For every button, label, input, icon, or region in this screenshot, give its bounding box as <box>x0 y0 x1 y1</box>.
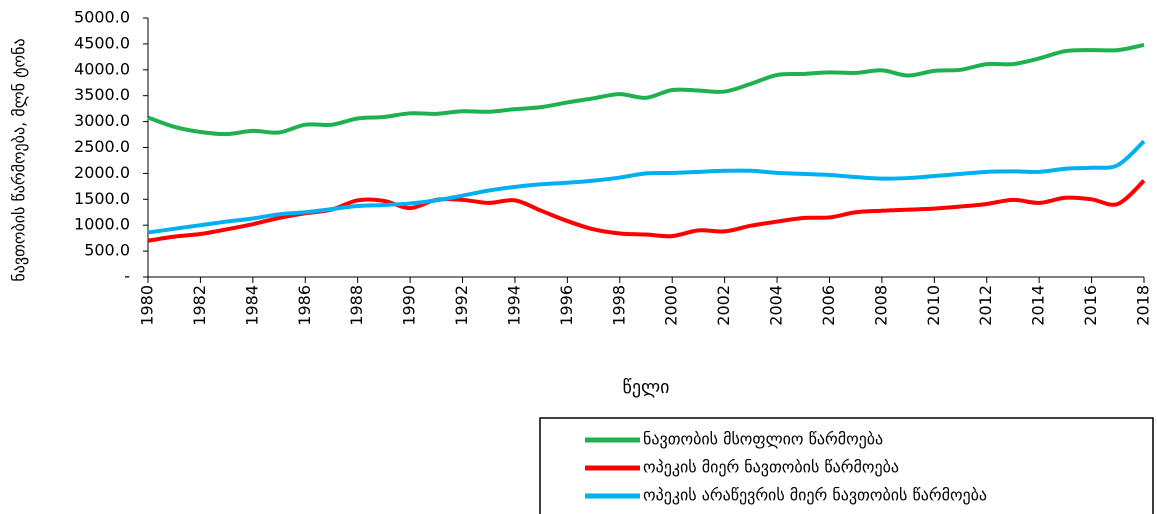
y-tick-label: 3500.0 <box>74 85 130 104</box>
series-line <box>147 139 1146 235</box>
y-tick-label: 4000.0 <box>74 59 130 78</box>
x-tick-label: 2012 <box>976 285 995 326</box>
x-tick-label: 1992 <box>452 285 471 326</box>
x-tick-label: 2002 <box>714 285 733 326</box>
x-tick-label: 2016 <box>1081 285 1100 326</box>
y-axis-label: ნავთობის წარმოება, მლნ ტონა <box>10 38 29 281</box>
x-tick-label: 2006 <box>819 285 838 326</box>
x-axis-label: წელი <box>623 377 670 398</box>
x-tick-label: 2010 <box>924 285 943 326</box>
x-tick-label: 1990 <box>400 285 419 326</box>
x-tick-label: 1982 <box>190 285 209 326</box>
x-tick-label: 1988 <box>347 285 366 326</box>
legend-label: ნავთობის მსოფლიო წარმოება <box>643 430 883 449</box>
x-tick-label: 2004 <box>767 285 786 326</box>
x-tick-label: 2014 <box>1029 285 1048 326</box>
series-line <box>147 42 1145 137</box>
y-tick-label: 4500.0 <box>74 33 130 52</box>
x-tick-label: 1994 <box>504 285 523 326</box>
legend-box <box>539 417 1154 514</box>
y-tick-label: 500.0 <box>84 241 130 260</box>
y-tick-label: 1000.0 <box>74 215 130 234</box>
y-tick-label: 2000.0 <box>74 163 130 182</box>
y-tick-label: 5000.0 <box>74 8 130 27</box>
x-tick-label: 1998 <box>609 285 628 326</box>
legend-label: ოპეკის არაწევრის მიერ ნავთობის წარმოება <box>643 486 987 505</box>
y-tick-label: 2500.0 <box>74 137 130 156</box>
x-tick-label: 1984 <box>242 285 261 326</box>
x-tick-label: 2008 <box>871 285 890 326</box>
legend-label: ოპეკის მიერ ნავთობის წარმოება <box>643 458 899 477</box>
y-tick-label: 3000.0 <box>74 111 130 130</box>
x-tick-label: 1996 <box>557 285 576 326</box>
x-tick-label: 1986 <box>295 285 314 326</box>
y-tick-label: 1500.0 <box>74 189 130 208</box>
x-tick-label: 2018 <box>1134 285 1153 326</box>
series-line <box>147 179 1146 243</box>
x-tick-label: 1980 <box>138 285 157 326</box>
x-tick-label: 2000 <box>662 285 681 326</box>
y-tick-label: - <box>124 267 130 286</box>
